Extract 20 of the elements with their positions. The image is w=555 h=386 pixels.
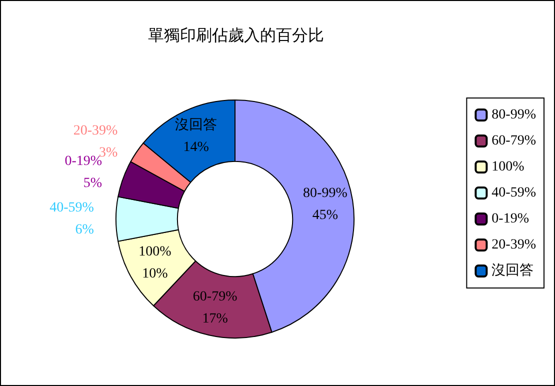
- data-label: 45%: [312, 208, 338, 224]
- data-label: 14%: [183, 140, 210, 155]
- legend-label: 100%: [492, 160, 525, 174]
- slice-label: 100%: [138, 244, 172, 260]
- slice-label: 20-39%: [73, 123, 118, 138]
- slice-label: 40-59%: [50, 200, 94, 216]
- slice-label: 沒回答: [175, 116, 218, 133]
- data-label: 10%: [142, 266, 168, 282]
- chart-title: 單獨印刷佔歲入的百分比: [148, 26, 324, 44]
- legend-label: 40-59%: [492, 186, 536, 200]
- data-label: 6%: [75, 222, 94, 238]
- legend-label: 80-99%: [492, 108, 536, 122]
- legend-label: 60-79%: [492, 134, 536, 148]
- data-label: 5%: [83, 176, 102, 192]
- legend-label: 20-39%: [492, 238, 536, 252]
- legend-label: 0-19%: [492, 212, 530, 226]
- legend-label: 沒回答: [492, 262, 534, 278]
- slice-label: 80-99%: [303, 186, 348, 202]
- data-label: 17%: [202, 312, 228, 327]
- slice-label: 60-79%: [192, 290, 238, 305]
